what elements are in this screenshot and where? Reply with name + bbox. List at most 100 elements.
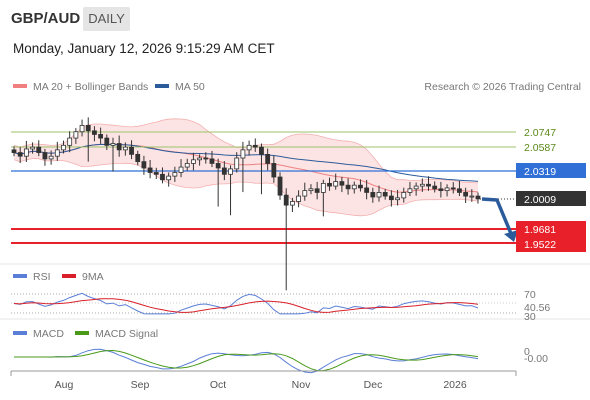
candle-body (135, 153, 141, 163)
candle-body (67, 137, 73, 146)
candle-body (314, 188, 320, 193)
s2-label: 1.9522 (524, 239, 556, 251)
candle-body (364, 187, 370, 193)
x-tick-label: 2026 (443, 379, 467, 391)
candle-body (178, 166, 184, 173)
candle-body (92, 130, 97, 135)
candle-body (23, 148, 29, 157)
candle-body (432, 185, 438, 190)
candlesticks (11, 117, 481, 291)
candle-body (351, 184, 357, 190)
rsi-ma-legend-label: 9MA (82, 271, 104, 283)
rsi-ma-swatch (62, 274, 76, 278)
candle-body (358, 184, 363, 189)
bollinger-lower-line (13, 158, 479, 217)
timeframe-badge[interactable]: DAILY (83, 7, 130, 31)
candle-body (426, 183, 431, 187)
last-price-tag (516, 191, 586, 206)
candle-body (271, 163, 277, 178)
candle-body (289, 201, 295, 206)
bollinger-bands (13, 118, 479, 217)
candle-body (172, 172, 178, 177)
candle-body (191, 159, 196, 164)
candle-body (370, 192, 376, 198)
candle-body (339, 181, 345, 186)
candle-body (221, 167, 227, 175)
candle-body (85, 124, 91, 132)
s1-label: 1.9681 (524, 224, 556, 236)
candle-body (203, 157, 209, 160)
candle-body (407, 188, 413, 193)
candle-body (444, 187, 450, 192)
candle-body (141, 161, 147, 169)
rsi-line (13, 292, 479, 315)
candle-body (450, 187, 456, 190)
candle-body (463, 192, 469, 197)
candle-body (401, 192, 407, 199)
forecast-arrow (481, 197, 518, 242)
x-axis: Aug Sep Oct Nov Dec 2026 (10, 370, 517, 391)
candle-body (277, 176, 283, 196)
candle-body (104, 137, 110, 146)
candle-body (228, 168, 233, 175)
candle-body (395, 197, 400, 201)
candle-body (246, 144, 252, 151)
candle-body (166, 175, 172, 181)
candle-body (36, 146, 42, 153)
ma50-line (13, 143, 479, 182)
report-datetime: Monday, January 12, 2026 9:15:29 AM CET (13, 41, 275, 56)
moving-averages (13, 143, 479, 193)
candle-body (333, 181, 339, 187)
rsi-swatch (13, 274, 27, 278)
candle-body (61, 144, 66, 151)
candle-body (265, 153, 271, 164)
macd-lines (14, 348, 479, 374)
candle-body (147, 167, 153, 173)
candle-body (160, 173, 165, 181)
candle-body (11, 149, 17, 153)
candle-body (197, 157, 203, 161)
candle-body (234, 157, 240, 170)
support-tag (516, 221, 586, 252)
ma50-legend-label: MA 50 (175, 81, 205, 93)
candle-body (388, 195, 394, 201)
rsi-legend-label: RSI (33, 271, 51, 283)
candle-body (419, 183, 425, 187)
candle-body (215, 163, 221, 169)
candle-body (457, 188, 462, 193)
ma50-swatch (155, 84, 169, 88)
macd-value-label: -0.00 (524, 353, 548, 365)
r2-label: 2.0747 (524, 127, 556, 139)
rsi-lines (13, 292, 479, 315)
candle-body (42, 152, 48, 160)
candle-body (240, 149, 246, 159)
candle-body (122, 146, 128, 151)
bollinger-band-fill (14, 118, 478, 216)
rsi-30-label: 30 (524, 311, 536, 323)
price-legend: MA 20 + Bollinger Bands MA 50 Research ©… (13, 81, 581, 93)
x-tick-label: Aug (55, 379, 74, 391)
copyright-label: Research © 2026 Trading Central (424, 81, 581, 93)
x-tick-label: Nov (292, 379, 311, 391)
macd-signal-swatch (75, 331, 89, 335)
r1-label: 2.0587 (524, 142, 556, 154)
candle-body (153, 172, 159, 175)
macd-panel: MACD MACD Signal 0 -0.00 (13, 328, 548, 374)
candle-body (296, 195, 301, 202)
pivot-tag (516, 163, 586, 178)
x-tick-label: Dec (364, 379, 383, 391)
candle-body (98, 134, 104, 139)
candle-body (382, 192, 388, 197)
candle-body (48, 155, 54, 160)
candle-body (308, 188, 314, 192)
candle-body (110, 143, 116, 146)
candle-body (30, 146, 35, 150)
rsi-70-label: 70 (524, 289, 536, 301)
forecast-arrow-path (481, 197, 514, 237)
candle-body (283, 194, 289, 206)
candle-body (252, 144, 258, 148)
candle-body (209, 158, 215, 164)
candle-body (475, 195, 481, 200)
candle-body (259, 146, 264, 155)
